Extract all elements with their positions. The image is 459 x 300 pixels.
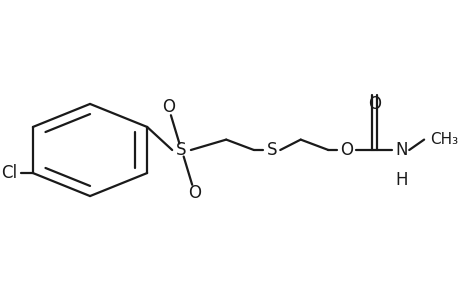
Text: S: S [176, 141, 186, 159]
Text: H: H [394, 171, 407, 189]
Text: CH₃: CH₃ [429, 132, 457, 147]
Text: O: O [162, 98, 175, 116]
Text: Cl: Cl [1, 164, 17, 182]
Text: O: O [367, 95, 380, 113]
Text: N: N [394, 141, 407, 159]
Text: S: S [266, 141, 276, 159]
Text: O: O [187, 184, 201, 202]
Text: O: O [339, 141, 353, 159]
